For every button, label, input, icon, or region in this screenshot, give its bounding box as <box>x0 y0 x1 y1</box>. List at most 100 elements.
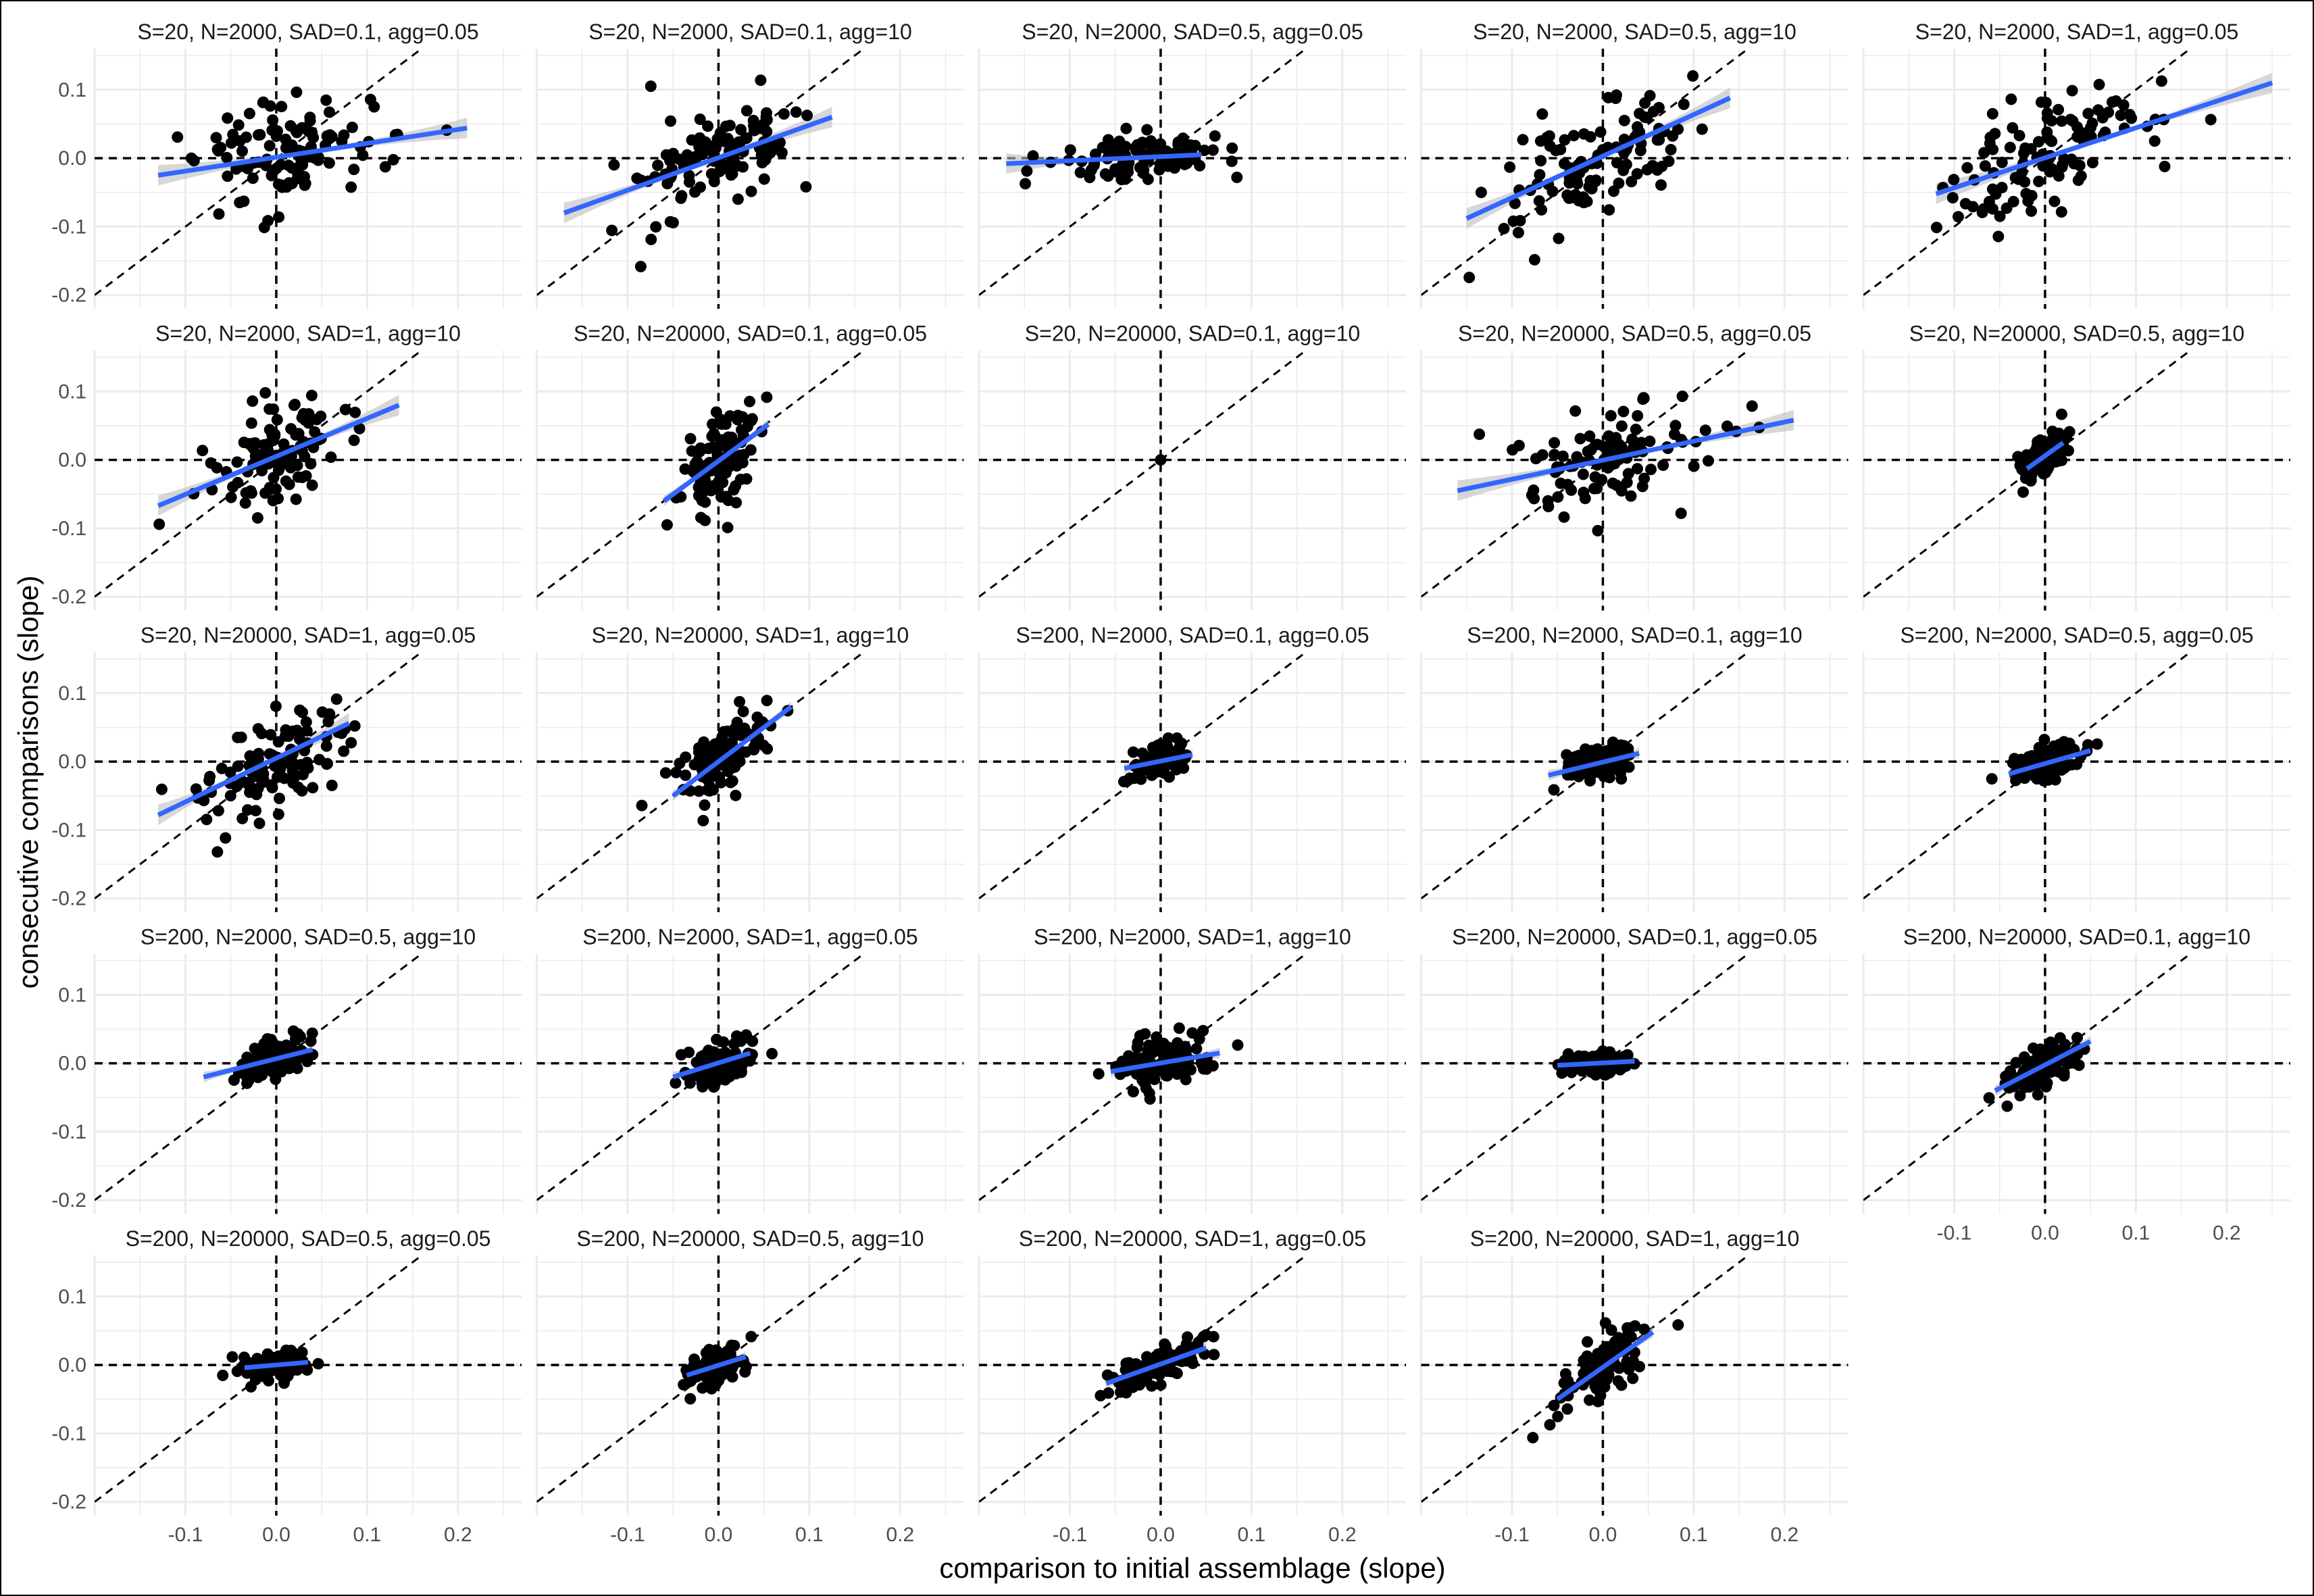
data-point <box>1183 1355 1195 1366</box>
data-point <box>725 1349 736 1361</box>
data-point <box>684 1393 697 1405</box>
data-point <box>1190 1043 1203 1055</box>
data-point <box>1558 1377 1570 1389</box>
panel-title: S=200, N=20000, SAD=1, agg=10 <box>1470 1226 1800 1251</box>
data-point <box>349 720 361 732</box>
x-tick-label: -0.1 <box>1053 1524 1088 1546</box>
data-point <box>1172 139 1184 150</box>
data-point <box>758 118 770 130</box>
data-point <box>728 138 740 150</box>
panel: S=200, N=20000, SAD=1, agg=10 -0.1 0.0 0.1 0… <box>1420 1226 1848 1546</box>
data-point <box>1996 156 2008 168</box>
data-point <box>719 440 730 452</box>
data-point <box>1578 191 1590 203</box>
x-tick-label: 0.1 <box>1238 1524 1266 1546</box>
data-point <box>699 799 711 811</box>
data-point <box>1536 204 1548 216</box>
data-point <box>1074 166 1086 178</box>
data-point <box>2155 75 2167 87</box>
data-point <box>336 135 348 147</box>
data-point <box>1615 420 1628 432</box>
data-point <box>1085 164 1097 176</box>
data-point <box>726 762 738 774</box>
y-tick-label: 0.0 <box>58 147 86 170</box>
data-point <box>730 159 742 171</box>
data-point <box>701 784 713 796</box>
data-point <box>306 1027 318 1039</box>
fit-line <box>672 705 793 798</box>
panel-title: S=20, N=20000, SAD=0.5, agg=0.05 <box>1458 322 1811 346</box>
data-point <box>1647 105 1659 118</box>
data-point <box>1171 732 1183 744</box>
data-point <box>712 484 724 496</box>
panel: S=20, N=20000, SAD=0.5, agg=10 <box>1862 322 2290 611</box>
data-point <box>1120 122 1132 134</box>
x-tick-label: 0.2 <box>1771 1524 1799 1546</box>
data-point <box>1592 524 1604 537</box>
data-point <box>1612 1375 1624 1387</box>
panel: S=20, N=20000, SAD=0.1, agg=0.05 <box>536 322 964 611</box>
data-point <box>706 430 718 443</box>
data-point <box>1021 165 1033 177</box>
data-point <box>1544 1419 1556 1431</box>
data-point <box>1617 405 1630 418</box>
chart-panels: S=20, N=2000, SAD=0.1, agg=0.05 -0.2 -0.1 0… <box>51 20 2290 1546</box>
data-point <box>1528 484 1540 496</box>
fit-line <box>203 1047 313 1080</box>
data-point <box>205 457 217 469</box>
data-point <box>1630 424 1642 435</box>
fit-line <box>1557 1059 1635 1068</box>
data-point <box>2044 166 2056 178</box>
data-point <box>325 451 337 464</box>
data-point <box>2093 78 2105 91</box>
data-point <box>1542 495 1554 507</box>
data-point <box>153 518 166 530</box>
panel-title: S=20, N=20000, SAD=1, agg=0.05 <box>141 623 476 647</box>
data-point <box>1978 203 1990 215</box>
fit-line <box>672 1051 751 1080</box>
data-point <box>1147 1040 1159 1052</box>
data-point <box>305 389 318 401</box>
data-point <box>728 1038 740 1050</box>
data-point <box>1579 493 1591 505</box>
data-point <box>1984 131 1996 143</box>
data-point <box>2001 1100 2013 1112</box>
data-point <box>368 101 380 113</box>
data-point <box>276 101 288 113</box>
data-point <box>664 155 676 167</box>
data-point <box>1576 1065 1588 1077</box>
data-point <box>257 97 269 109</box>
fit-line <box>563 115 833 216</box>
data-point <box>1172 1037 1184 1049</box>
data-point <box>1584 1394 1596 1406</box>
x-tick-label: 0.0 <box>262 1524 291 1546</box>
data-point <box>1498 222 1510 234</box>
data-point <box>2022 195 2034 207</box>
data-point <box>790 106 802 118</box>
y-tick-label: 0.0 <box>58 449 86 472</box>
data-point <box>322 716 334 728</box>
x-tick-label: -0.1 <box>1937 1222 1972 1245</box>
data-point <box>301 725 313 737</box>
data-point <box>1621 1360 1634 1372</box>
data-point <box>1586 1359 1599 1371</box>
data-point <box>1103 1387 1115 1399</box>
data-point <box>1577 468 1589 480</box>
data-point <box>225 137 237 149</box>
data-point <box>1132 1037 1144 1049</box>
data-point <box>291 86 303 98</box>
data-point <box>2159 160 2171 172</box>
data-point <box>694 132 706 144</box>
data-point <box>774 136 786 149</box>
data-point <box>1672 1319 1684 1331</box>
data-point <box>225 491 237 503</box>
data-point <box>269 760 281 772</box>
data-point <box>266 429 278 441</box>
data-point <box>1558 511 1570 523</box>
data-point <box>2115 109 2127 122</box>
data-point <box>2019 772 2031 784</box>
panel-title: S=20, N=20000, SAD=0.1, agg=10 <box>1025 322 1360 346</box>
data-point <box>2010 1057 2022 1069</box>
data-point <box>2068 157 2080 170</box>
